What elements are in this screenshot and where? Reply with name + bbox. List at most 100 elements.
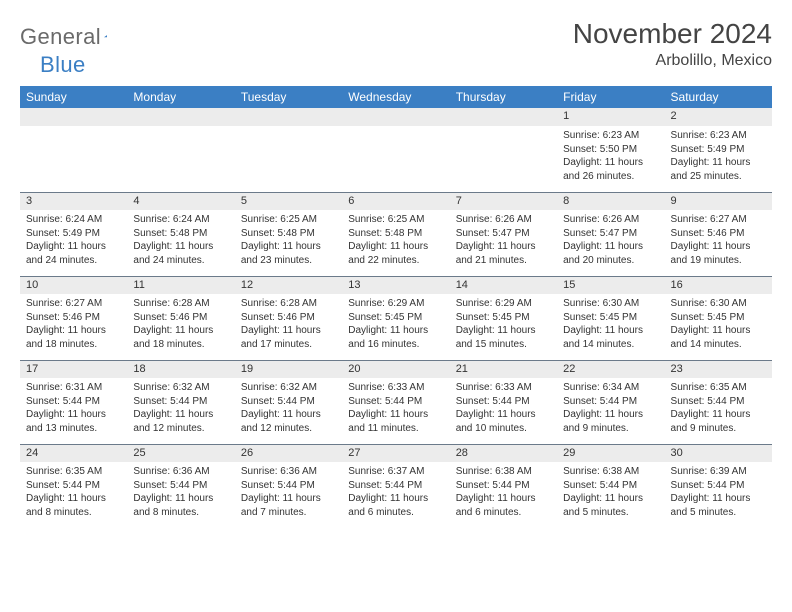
daynum-row: 24252627282930 <box>20 444 772 462</box>
day-number-cell: 4 <box>127 192 234 210</box>
day-detail-cell: Sunrise: 6:28 AMSunset: 5:46 PMDaylight:… <box>235 294 342 360</box>
day-detail-cell: Sunrise: 6:25 AMSunset: 5:48 PMDaylight:… <box>235 210 342 276</box>
sunrise-text: Sunrise: 6:26 AM <box>456 213 551 227</box>
daylight-text: Daylight: 11 hours and 9 minutes. <box>671 408 766 435</box>
sunrise-text: Sunrise: 6:26 AM <box>563 213 658 227</box>
daylight-text: Daylight: 11 hours and 11 minutes. <box>348 408 443 435</box>
day-detail-cell: Sunrise: 6:26 AMSunset: 5:47 PMDaylight:… <box>450 210 557 276</box>
sunrise-text: Sunrise: 6:38 AM <box>563 465 658 479</box>
day-number-cell: 12 <box>235 276 342 294</box>
day-detail-cell: Sunrise: 6:31 AMSunset: 5:44 PMDaylight:… <box>20 378 127 444</box>
sunrise-text: Sunrise: 6:29 AM <box>348 297 443 311</box>
sunset-text: Sunset: 5:49 PM <box>26 227 121 241</box>
sunset-text: Sunset: 5:44 PM <box>241 479 336 493</box>
sunset-text: Sunset: 5:46 PM <box>26 311 121 325</box>
sunrise-text: Sunrise: 6:33 AM <box>456 381 551 395</box>
daylight-text: Daylight: 11 hours and 25 minutes. <box>671 156 766 183</box>
day-detail-cell: Sunrise: 6:32 AMSunset: 5:44 PMDaylight:… <box>127 378 234 444</box>
day-number-cell: 22 <box>557 360 664 378</box>
sunrise-text: Sunrise: 6:35 AM <box>671 381 766 395</box>
logo-text-general: General <box>20 24 101 50</box>
day-number-cell <box>450 108 557 126</box>
day-number-cell: 3 <box>20 192 127 210</box>
sunrise-text: Sunrise: 6:32 AM <box>241 381 336 395</box>
sunset-text: Sunset: 5:44 PM <box>348 395 443 409</box>
sunrise-text: Sunrise: 6:27 AM <box>26 297 121 311</box>
daylight-text: Daylight: 11 hours and 18 minutes. <box>133 324 228 351</box>
sunrise-text: Sunrise: 6:30 AM <box>671 297 766 311</box>
daylight-text: Daylight: 11 hours and 12 minutes. <box>133 408 228 435</box>
detail-row: Sunrise: 6:35 AMSunset: 5:44 PMDaylight:… <box>20 462 772 528</box>
weekday-header: Sunday <box>20 86 127 108</box>
weekday-header: Saturday <box>665 86 772 108</box>
sunrise-text: Sunrise: 6:29 AM <box>456 297 551 311</box>
day-number-cell: 6 <box>342 192 449 210</box>
sunset-text: Sunset: 5:44 PM <box>133 395 228 409</box>
day-number-cell: 8 <box>557 192 664 210</box>
day-detail-cell: Sunrise: 6:36 AMSunset: 5:44 PMDaylight:… <box>235 462 342 528</box>
day-number-cell <box>342 108 449 126</box>
daylight-text: Daylight: 11 hours and 14 minutes. <box>563 324 658 351</box>
logo-triangle-icon <box>104 28 107 44</box>
day-number-cell: 13 <box>342 276 449 294</box>
sunset-text: Sunset: 5:44 PM <box>456 395 551 409</box>
weekday-header-row: Sunday Monday Tuesday Wednesday Thursday… <box>20 86 772 108</box>
daylight-text: Daylight: 11 hours and 12 minutes. <box>241 408 336 435</box>
sunrise-text: Sunrise: 6:36 AM <box>133 465 228 479</box>
day-detail-cell: Sunrise: 6:33 AMSunset: 5:44 PMDaylight:… <box>450 378 557 444</box>
day-number-cell: 27 <box>342 444 449 462</box>
daylight-text: Daylight: 11 hours and 22 minutes. <box>348 240 443 267</box>
day-detail-cell <box>342 126 449 192</box>
day-detail-cell: Sunrise: 6:24 AMSunset: 5:49 PMDaylight:… <box>20 210 127 276</box>
weekday-header: Monday <box>127 86 234 108</box>
day-number-cell: 23 <box>665 360 772 378</box>
daylight-text: Daylight: 11 hours and 16 minutes. <box>348 324 443 351</box>
sunset-text: Sunset: 5:49 PM <box>671 143 766 157</box>
sunrise-text: Sunrise: 6:28 AM <box>241 297 336 311</box>
calendar-table: Sunday Monday Tuesday Wednesday Thursday… <box>20 86 772 528</box>
day-number-cell: 30 <box>665 444 772 462</box>
sunset-text: Sunset: 5:45 PM <box>671 311 766 325</box>
day-detail-cell: Sunrise: 6:37 AMSunset: 5:44 PMDaylight:… <box>342 462 449 528</box>
sunset-text: Sunset: 5:46 PM <box>241 311 336 325</box>
sunrise-text: Sunrise: 6:37 AM <box>348 465 443 479</box>
sunset-text: Sunset: 5:44 PM <box>671 395 766 409</box>
day-number-cell: 24 <box>20 444 127 462</box>
daylight-text: Daylight: 11 hours and 8 minutes. <box>26 492 121 519</box>
daynum-row: 3456789 <box>20 192 772 210</box>
sunset-text: Sunset: 5:44 PM <box>26 395 121 409</box>
sunrise-text: Sunrise: 6:24 AM <box>26 213 121 227</box>
day-number-cell: 20 <box>342 360 449 378</box>
day-detail-cell <box>20 126 127 192</box>
detail-row: Sunrise: 6:27 AMSunset: 5:46 PMDaylight:… <box>20 294 772 360</box>
sunrise-text: Sunrise: 6:27 AM <box>671 213 766 227</box>
sunrise-text: Sunrise: 6:25 AM <box>348 213 443 227</box>
day-number-cell: 9 <box>665 192 772 210</box>
day-detail-cell: Sunrise: 6:25 AMSunset: 5:48 PMDaylight:… <box>342 210 449 276</box>
sunrise-text: Sunrise: 6:34 AM <box>563 381 658 395</box>
sunset-text: Sunset: 5:48 PM <box>241 227 336 241</box>
sunrise-text: Sunrise: 6:24 AM <box>133 213 228 227</box>
day-detail-cell: Sunrise: 6:35 AMSunset: 5:44 PMDaylight:… <box>20 462 127 528</box>
sunset-text: Sunset: 5:46 PM <box>133 311 228 325</box>
daylight-text: Daylight: 11 hours and 14 minutes. <box>671 324 766 351</box>
day-number-cell: 10 <box>20 276 127 294</box>
day-number-cell: 25 <box>127 444 234 462</box>
day-detail-cell: Sunrise: 6:29 AMSunset: 5:45 PMDaylight:… <box>450 294 557 360</box>
daylight-text: Daylight: 11 hours and 7 minutes. <box>241 492 336 519</box>
weekday-header: Wednesday <box>342 86 449 108</box>
day-number-cell: 28 <box>450 444 557 462</box>
day-number-cell: 18 <box>127 360 234 378</box>
daylight-text: Daylight: 11 hours and 24 minutes. <box>133 240 228 267</box>
day-detail-cell: Sunrise: 6:28 AMSunset: 5:46 PMDaylight:… <box>127 294 234 360</box>
daylight-text: Daylight: 11 hours and 13 minutes. <box>26 408 121 435</box>
day-number-cell: 14 <box>450 276 557 294</box>
day-detail-cell: Sunrise: 6:29 AMSunset: 5:45 PMDaylight:… <box>342 294 449 360</box>
sunrise-text: Sunrise: 6:39 AM <box>671 465 766 479</box>
daylight-text: Daylight: 11 hours and 15 minutes. <box>456 324 551 351</box>
sunrise-text: Sunrise: 6:38 AM <box>456 465 551 479</box>
day-detail-cell: Sunrise: 6:27 AMSunset: 5:46 PMDaylight:… <box>665 210 772 276</box>
day-number-cell: 21 <box>450 360 557 378</box>
day-number-cell: 15 <box>557 276 664 294</box>
daylight-text: Daylight: 11 hours and 10 minutes. <box>456 408 551 435</box>
